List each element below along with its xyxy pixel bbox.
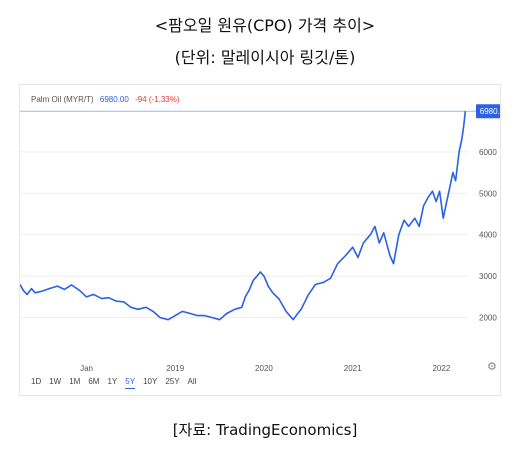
unit-subtitle: (단위: 말레이시아 링깃/톤) (174, 48, 356, 67)
price-series-line (20, 111, 467, 321)
range-1m[interactable]: 1M (69, 377, 81, 386)
range-5y[interactable]: 5Y (125, 377, 136, 389)
gear-icon[interactable]: ⚙ (487, 360, 497, 373)
y-tick-label: 4000 (479, 231, 497, 240)
range-selector[interactable]: 1D 1W 1M 6M 1Y 5Y 10Y 25Y All (31, 377, 204, 389)
x-tick-label: 2020 (255, 364, 273, 373)
range-1d[interactable]: 1D (31, 377, 42, 386)
chart-panel: 2000 3000 4000 5000 6000 Jan 2019 2020 2021 2022 6… (19, 84, 501, 396)
x-tick-label: 2021 (344, 364, 362, 373)
chart-title: <팜오일 원유(CPO) 가격 추이> (154, 16, 376, 35)
instrument-name: Palm Oil (MYR/T) (31, 95, 94, 104)
source-caption: [자료: TradingEconomics] (172, 421, 358, 439)
current-price: 6980.00 (99, 95, 129, 104)
range-1w[interactable]: 1W (49, 377, 62, 386)
y-tick-label: 3000 (479, 272, 497, 281)
y-tick-label: 5000 (479, 189, 497, 198)
chart-header: Palm Oil (MYR/T) 6980.00 -94 (-1.33%) (31, 95, 180, 104)
x-tick-label: 2022 (432, 364, 450, 373)
x-tick-label: Jan (80, 364, 93, 373)
last-price-label: 6980.0 (480, 107, 500, 116)
x-tick-label: 2019 (166, 364, 184, 373)
range-1y[interactable]: 1Y (107, 377, 118, 386)
price-chart[interactable]: 2000 3000 4000 5000 6000 Jan 2019 2020 2021 2022 6… (20, 85, 500, 395)
range-10y[interactable]: 10Y (143, 377, 158, 386)
range-6m[interactable]: 6M (88, 377, 100, 386)
price-change: -94 (-1.33%) (135, 95, 180, 104)
y-tick-label: 6000 (479, 148, 497, 157)
range-all[interactable]: All (187, 377, 197, 386)
last-price-tag (476, 104, 500, 119)
range-25y[interactable]: 25Y (165, 377, 180, 386)
y-tick-label: 2000 (479, 314, 497, 323)
